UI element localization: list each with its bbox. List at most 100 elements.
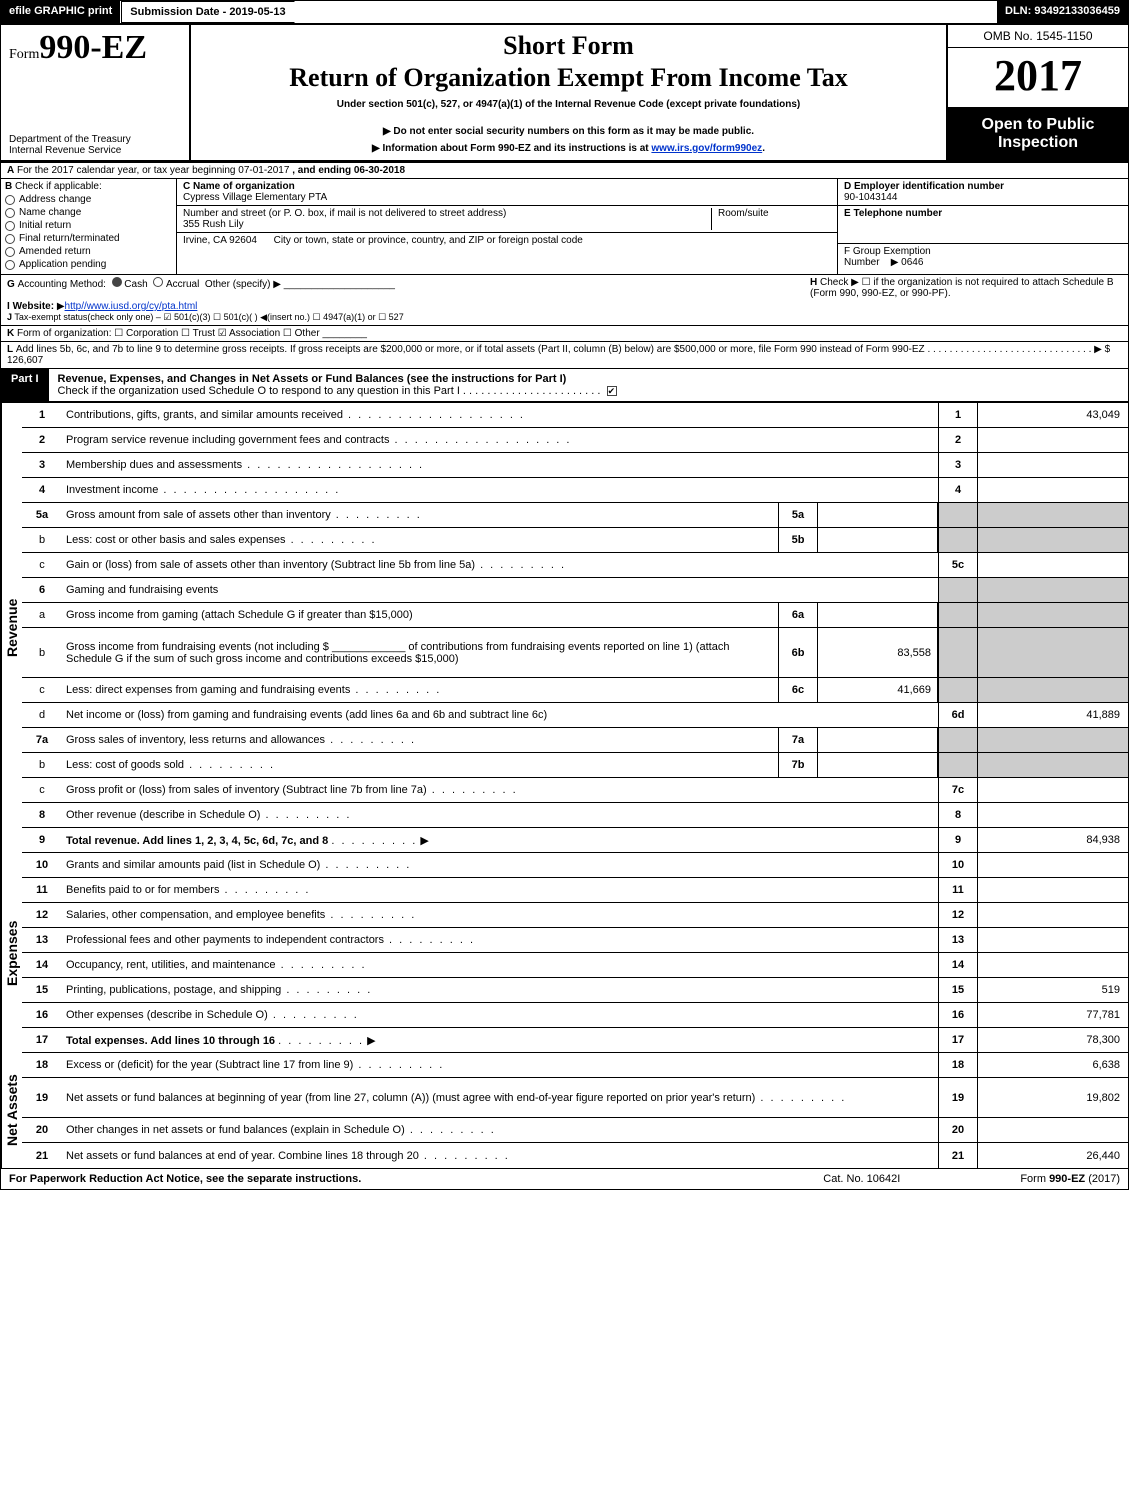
ln2-val [978,428,1128,452]
website-link[interactable]: http//www.iusd.org/cy/pta.html [65,301,198,312]
expenses-vlabel: Expenses [1,853,22,1053]
section-l: L Add lines 5b, 6c, and 7b to line 9 to … [1,341,1128,368]
check-address-change[interactable] [5,195,15,205]
top-bar: efile GRAPHIC print Submission Date - 20… [1,1,1128,25]
org-name: Cypress Village Elementary PTA [183,192,327,203]
cb-initial: Initial return [19,220,71,231]
ln9-rbox: 9 [938,828,978,852]
city-state-zip: Irvine, CA 92604 [183,235,257,246]
ln12-rbox: 12 [938,903,978,927]
department-text: Department of the Treasury Internal Reve… [9,134,181,156]
ln6b-rval [978,628,1128,677]
ln6a-rval [978,603,1128,627]
ln5c-val [978,553,1128,577]
check-name-change[interactable] [5,208,15,218]
ln7a-mid: 7a [778,728,818,752]
ln20-rbox: 20 [938,1118,978,1142]
ln20-desc: Other changes in net assets or fund bala… [62,1122,938,1138]
ln3-desc: Membership dues and assessments [62,457,938,473]
ln1-val: 43,049 [978,403,1128,427]
ln11-val [978,878,1128,902]
ln6-num: 6 [22,584,62,596]
ln7c-desc: Gross profit or (loss) from sales of inv… [62,782,938,798]
check-application-pending[interactable] [5,260,15,270]
ln20-val [978,1118,1128,1142]
ln14-val [978,953,1128,977]
dept-line1: Department of the Treasury [9,134,181,145]
ln4-val [978,478,1128,502]
ln16-rbox: 16 [938,1003,978,1027]
ln7b-desc: Less: cost of goods sold [62,757,778,773]
cb-pending: Application pending [19,259,106,270]
ln16-num: 16 [22,1009,62,1021]
ln6c-rval [978,678,1128,702]
ln5a-midval [818,503,938,527]
ln17-num: 17 [22,1034,62,1046]
donot-line: ▶ Do not enter social security numbers o… [203,126,934,137]
ln5a-mid: 5a [778,503,818,527]
ln5b-rval [978,528,1128,552]
ln7c-num: c [22,784,62,796]
ln7b-rval [978,753,1128,777]
form-page: efile GRAPHIC print Submission Date - 20… [0,0,1129,1190]
ln17-val: 78,300 [978,1028,1128,1052]
ln7b-num: b [22,759,62,771]
header-left: Form990-EZ Department of the Treasury In… [1,25,191,160]
ln7b-mid: 7b [778,753,818,777]
info-link[interactable]: www.irs.gov/form990ez [651,143,762,154]
ln3-val [978,453,1128,477]
ln9-val: 84,938 [978,828,1128,852]
ln1-rbox: 1 [938,403,978,427]
ln7b-rbox [938,753,978,777]
title-short: Short Form [203,31,934,61]
opt-cash: Cash [124,279,147,290]
ln6c-num: c [22,684,62,696]
dln-number: DLN: 93492133036459 [997,1,1128,23]
section-c: C Name of organization Cypress Village E… [177,179,838,274]
check-initial-return[interactable] [5,221,15,231]
ln7c-rbox: 7c [938,778,978,802]
ln6d-val: 41,889 [978,703,1128,727]
ln15-rbox: 15 [938,978,978,1002]
ln18-desc: Excess or (deficit) for the year (Subtra… [62,1057,938,1073]
check-amended-return[interactable] [5,247,15,257]
ln18-rbox: 18 [938,1053,978,1077]
ln15-num: 15 [22,984,62,996]
open-line2: Inspection [956,134,1120,152]
i-label: Website: [13,301,55,312]
ln17-desc-text: Total expenses. Add lines 10 through 16 [66,1035,275,1047]
check-final-return[interactable] [5,234,15,244]
ln5b-mid: 5b [778,528,818,552]
ln14-desc: Occupancy, rent, utilities, and maintena… [62,957,938,973]
section-a-end: , and ending 06-30-2018 [292,165,405,176]
ln5a-rbox [938,503,978,527]
e-label: E Telephone number [844,208,942,219]
revenue-vlabel: Revenue [1,403,22,853]
ln12-num: 12 [22,909,62,921]
room-suite: Room/suite [711,208,831,230]
radio-cash[interactable] [112,277,122,287]
schedule-o-checkbox[interactable] [607,386,617,396]
radio-accrual[interactable] [153,277,163,287]
header-mid: Short Form Return of Organization Exempt… [191,25,948,160]
ln5c-desc: Gain or (loss) from sale of assets other… [62,557,938,573]
ln10-val [978,853,1128,877]
part1-title: Revenue, Expenses, and Changes in Net As… [50,369,1128,401]
ln4-num: 4 [22,484,62,496]
ln6a-num: a [22,609,62,621]
ln5a-rval [978,503,1128,527]
ln6b-mid: 6b [778,628,818,677]
ln1-desc: Contributions, gifts, grants, and simila… [62,407,938,423]
addr-label: Number and street (or P. O. box, if mail… [183,208,506,219]
opt-other: Other (specify) ▶ [205,279,281,290]
d-label: D Employer identification number [844,181,1004,192]
ln21-rbox: 21 [938,1143,978,1168]
ln20-num: 20 [22,1124,62,1136]
ln5c-num: c [22,559,62,571]
revenue-block: Revenue 1Contributions, gifts, grants, a… [1,402,1128,853]
section-j: Tax-exempt status(check only one) – ☑ 50… [14,312,403,322]
ln6b-rbox [938,628,978,677]
ln12-desc: Salaries, other compensation, and employ… [62,907,938,923]
ln14-rbox: 14 [938,953,978,977]
form-prefix: Form [9,47,39,62]
